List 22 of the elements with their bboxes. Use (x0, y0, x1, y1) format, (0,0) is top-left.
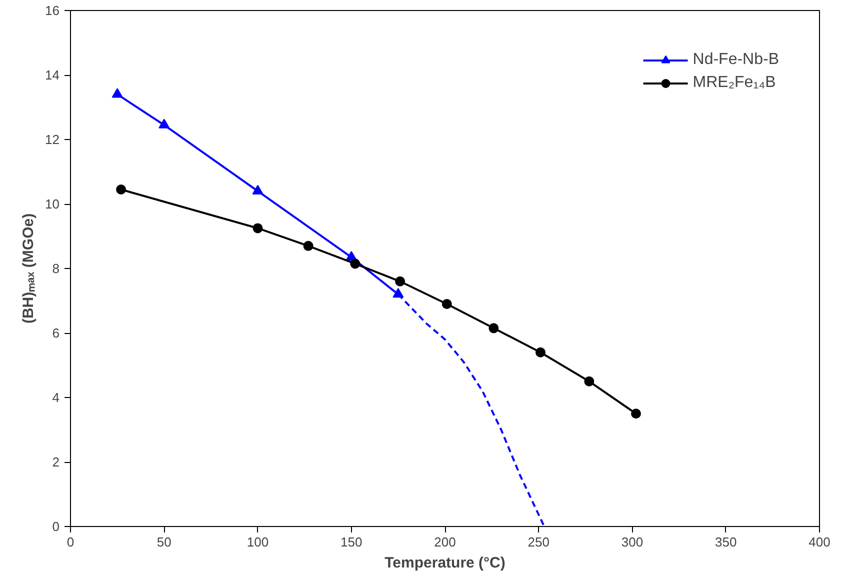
y-tick-label: 2 (52, 454, 60, 470)
y-axis-title: (BH)ₘₐₓ (MGOe) (20, 213, 38, 324)
y-tick-label: 16 (45, 3, 60, 18)
x-tick-label: 250 (528, 534, 550, 550)
legend-label: MRE₂Fe₁₄B (692, 74, 776, 92)
legend-label: Nd-Fe-Nb-B (692, 51, 779, 69)
x-tick-label: 200 (434, 534, 456, 550)
x-tick-label: 50 (156, 534, 172, 550)
y-tick-label: 4 (52, 390, 60, 405)
y-tick-label: 0 (52, 519, 60, 534)
x-axis-title: Temperature (°C) (384, 554, 506, 572)
x-tick-label: 350 (715, 534, 737, 550)
y-tick-label: 12 (45, 132, 60, 147)
y-tick-label: 14 (45, 68, 60, 82)
y-tick-label: 8 (52, 261, 60, 276)
x-tick-label: 100 (246, 534, 269, 550)
y-tick-label: 6 (52, 326, 60, 340)
x-tick-label: 400 (808, 534, 830, 550)
y-tick-label: 10 (45, 196, 60, 212)
x-tick-label: 0 (66, 534, 74, 550)
x-tick-label: 150 (340, 534, 362, 550)
x-tick-label: 300 (621, 534, 644, 550)
